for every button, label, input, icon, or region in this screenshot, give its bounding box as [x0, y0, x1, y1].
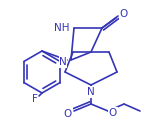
- Text: O: O: [109, 108, 117, 118]
- Text: NH: NH: [54, 23, 70, 33]
- Text: N: N: [87, 87, 95, 97]
- Text: F: F: [32, 94, 38, 104]
- Text: N: N: [59, 57, 67, 67]
- Text: O: O: [120, 9, 128, 19]
- Text: O: O: [64, 109, 72, 119]
